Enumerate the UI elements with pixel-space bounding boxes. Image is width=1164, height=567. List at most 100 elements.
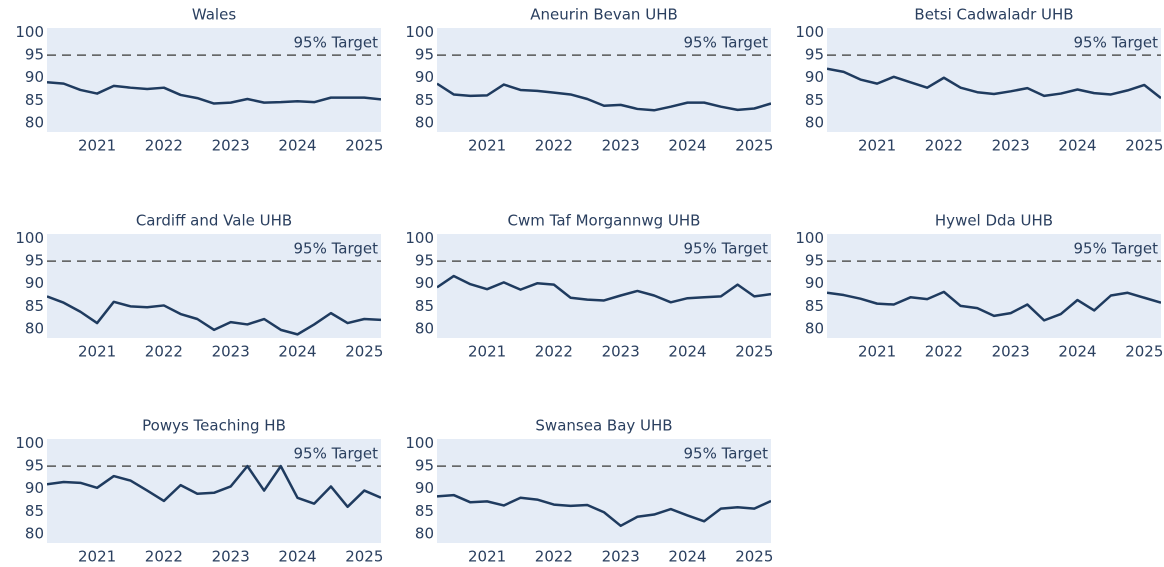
y-tick-label: 80: [25, 524, 44, 542]
target-label: 95% Target: [1073, 240, 1158, 258]
x-tick-label: 2024: [278, 548, 316, 564]
x-tick-label: 2024: [668, 343, 706, 361]
data-line: [827, 67, 1161, 100]
y-tick-label: 100: [405, 229, 434, 247]
y-tick-label: 85: [805, 91, 824, 109]
y-tick-label: 90: [415, 479, 434, 497]
x-tick-label: 2023: [602, 548, 640, 564]
y-tick-label: 95: [805, 252, 824, 270]
panel: Betsi Cadwaladr UHB 80 85 90 95 100 2021 2022 20…: [795, 6, 1163, 155]
x-tick-label: 2025: [735, 343, 773, 361]
x-tick-label: 2023: [212, 137, 250, 155]
x-tick-label: 2021: [858, 343, 896, 361]
x-tick-label: 2025: [735, 548, 773, 564]
plot-background: [827, 28, 1161, 132]
target-label: 95% Target: [293, 240, 378, 258]
y-tick-label: 80: [805, 113, 824, 131]
x-tick-label: 2021: [78, 548, 116, 564]
x-tick-label: 2023: [602, 137, 640, 155]
plot-background: [437, 439, 771, 543]
x-tick-label: 2022: [145, 137, 183, 155]
x-tick-label: 2025: [735, 137, 773, 155]
x-tick-label: 2023: [992, 343, 1030, 361]
x-tick-label: 2024: [1058, 343, 1096, 361]
data-line: [437, 493, 771, 528]
y-tick-label: 100: [15, 23, 44, 41]
x-tick-label: 2022: [145, 548, 183, 564]
y-tick-label: 95: [25, 252, 44, 270]
panel: Wales 80 85 90 95 100 2021 2022 2023 2024 2025 95% …: [15, 6, 383, 155]
panel: Cardiff and Vale UHB 80 85 90 95 100 2021 2022 2…: [15, 212, 383, 361]
y-tick-label: 100: [15, 434, 44, 452]
y-tick-label: 90: [25, 68, 44, 86]
y-tick-label: 100: [795, 23, 824, 41]
x-tick-label: 2025: [1125, 343, 1163, 361]
x-tick-label: 2025: [1125, 137, 1163, 155]
target-label: 95% Target: [293, 34, 378, 52]
y-tick-label: 85: [415, 91, 434, 109]
data-line: [437, 274, 771, 304]
y-tick-label: 100: [15, 229, 44, 247]
panel: Hywel Dda UHB 80 85 90 95 100 2021 2022 2023 2024…: [795, 212, 1163, 361]
x-tick-label: 2022: [535, 548, 573, 564]
plot-background: [437, 28, 771, 132]
x-tick-label: 2025: [345, 548, 383, 564]
y-tick-label: 80: [415, 524, 434, 542]
y-tick-label: 85: [415, 502, 434, 520]
x-tick-label: 2021: [468, 548, 506, 564]
y-tick-label: 95: [415, 252, 434, 270]
data-line: [437, 82, 771, 112]
data-line: [47, 81, 381, 105]
y-tick-label: 85: [25, 297, 44, 315]
panel: Cwm Taf Morgannwg UHB 80 85 90 95 100 2021 2022…: [405, 212, 773, 361]
y-tick-label: 95: [25, 457, 44, 475]
y-tick-label: 100: [795, 229, 824, 247]
y-tick-label: 95: [25, 46, 44, 64]
y-tick-label: 80: [25, 113, 44, 131]
y-tick-label: 90: [415, 274, 434, 292]
y-tick-label: 100: [405, 434, 434, 452]
y-tick-label: 95: [415, 457, 434, 475]
panel: Powys Teaching HB 80 85 90 95 100 2021 2022 2023…: [15, 417, 383, 566]
x-tick-label: 2025: [345, 137, 383, 155]
x-tick-label: 2024: [278, 137, 316, 155]
x-tick-label: 2022: [925, 137, 963, 155]
x-tick-label: 2021: [78, 137, 116, 155]
y-tick-label: 85: [415, 297, 434, 315]
x-tick-label: 2024: [668, 548, 706, 564]
panel: Swansea Bay UHB 80 85 90 95 100 2021 2022 2023 20…: [405, 417, 773, 566]
x-tick-label: 2021: [858, 137, 896, 155]
panel: Aneurin Bevan UHB 80 85 90 95 100 2021 2022 2023…: [405, 6, 773, 155]
x-tick-label: 2024: [668, 137, 706, 155]
x-tick-label: 2023: [212, 548, 250, 564]
y-tick-label: 90: [805, 68, 824, 86]
x-tick-label: 2021: [78, 343, 116, 361]
x-tick-label: 2023: [212, 343, 250, 361]
y-tick-label: 85: [805, 297, 824, 315]
x-tick-label: 2024: [278, 343, 316, 361]
plot-background: [47, 234, 381, 338]
data-line: [47, 464, 381, 509]
panel-title: Powys Teaching HB: [142, 417, 286, 435]
x-tick-label: 2025: [345, 343, 383, 361]
x-tick-label: 2022: [535, 137, 573, 155]
panel-title: Betsi Cadwaladr UHB: [914, 6, 1073, 24]
panel-title: Aneurin Bevan UHB: [530, 6, 678, 24]
y-tick-label: 80: [415, 113, 434, 131]
panel-title: Hywel Dda UHB: [935, 212, 1053, 230]
panel-title: Cardiff and Vale UHB: [136, 212, 292, 230]
x-tick-label: 2021: [468, 137, 506, 155]
panel-title: Wales: [192, 6, 236, 24]
plot-background: [827, 234, 1161, 338]
panel-title: Cwm Taf Morgannwg UHB: [508, 212, 701, 230]
y-tick-label: 85: [25, 91, 44, 109]
y-tick-label: 90: [25, 479, 44, 497]
x-tick-label: 2023: [602, 343, 640, 361]
target-label: 95% Target: [683, 34, 768, 52]
y-tick-label: 95: [415, 46, 434, 64]
y-tick-label: 95: [805, 46, 824, 64]
target-label: 95% Target: [683, 240, 768, 258]
target-label: 95% Target: [293, 445, 378, 463]
